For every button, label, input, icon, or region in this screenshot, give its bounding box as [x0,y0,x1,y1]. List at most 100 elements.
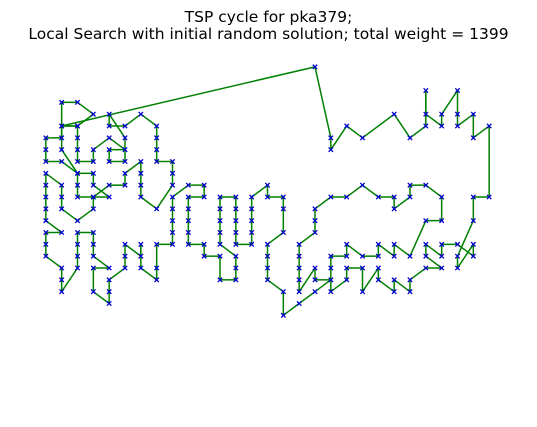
node-marker [439,194,445,200]
node-marker [201,253,207,259]
tour-edge [219,243,237,257]
node-marker [59,277,65,283]
node-marker [470,194,476,200]
tour-edge [298,267,316,293]
tour-edge [108,113,126,139]
node-marker [454,241,461,247]
node-marker [43,253,49,259]
node-marker [328,135,334,141]
node-marker [43,194,49,200]
node-marker [217,241,223,247]
node-marker [423,265,429,271]
tour-edge [92,255,110,269]
node-marker [233,265,239,271]
tour-edge [409,125,427,139]
tour-edge [314,279,332,293]
tour-edge [441,90,459,115]
node-marker [90,229,96,236]
tour-edge [45,255,63,269]
node-marker [106,158,112,165]
node-marker [328,253,334,259]
node-marker [312,206,318,212]
node-marker [328,194,334,200]
node-marker [264,194,271,200]
node-marker [233,194,239,200]
tour-edge [45,220,63,234]
tour-edge [362,113,395,139]
tour-edge [425,255,443,269]
node-marker [90,253,96,259]
node-marker [312,64,318,70]
tour-edge [124,243,142,257]
node-marker [43,229,49,236]
tour-edge [314,196,332,210]
node-marker [439,111,445,117]
node-marker [106,277,112,283]
node-marker [233,206,239,212]
node-marker [391,289,397,295]
node-marker [249,241,255,247]
node-marker [359,265,366,271]
node-marker [296,241,302,247]
node-marker [391,277,397,283]
node-marker [486,194,492,200]
tour-edge [346,184,363,198]
node-marker [59,147,65,153]
node-marker [43,147,49,153]
node-marker [439,241,445,247]
node-marker [138,182,144,188]
node-marker [233,253,239,259]
chart-title-line-1: TSP cycle for pka379; [184,8,353,26]
node-marker [138,170,144,176]
node-marker [90,265,96,271]
node-marker [154,147,160,153]
node-marker [169,158,176,165]
node-marker [169,229,176,236]
node-marker [74,182,81,188]
node-marker [407,135,413,141]
node-marker [375,253,381,259]
node-marker [59,123,65,129]
tour-edge [108,267,126,281]
node-marker [328,289,334,295]
node-marker [106,300,112,307]
node-marker [185,194,191,200]
tour-edge [393,196,411,210]
tour-edge [108,137,126,151]
node-marker [423,87,429,94]
node-marker [43,218,49,224]
node-marker [74,241,81,247]
tour-edge [45,172,63,186]
node-marker [90,206,96,212]
node-marker [138,111,144,117]
tour-edge [425,113,443,127]
node-marker [454,123,461,129]
node-marker [264,265,271,271]
node-marker [90,194,96,200]
node-marker [264,241,271,247]
tour-edge [172,184,189,198]
tour-edge [409,267,427,281]
node-marker [439,218,445,224]
node-marker [122,170,128,176]
tour-edge [61,66,316,127]
node-marker [122,135,128,141]
node-marker [74,123,81,129]
node-marker [74,170,81,176]
node-marker [59,182,65,188]
node-marker [264,277,271,283]
node-marker [90,170,96,176]
node-marker [201,194,207,200]
tour-edge [140,196,158,210]
node-marker [106,147,112,153]
node-marker [312,229,318,236]
node-marker [106,135,112,141]
node-marker [59,158,65,165]
tour-edge [156,184,174,210]
tour-edge [377,279,395,293]
node-marker [407,182,413,188]
tour-edge [77,101,94,115]
tour-edge [377,243,395,257]
tour-edge [92,137,110,151]
node-marker [201,182,207,188]
